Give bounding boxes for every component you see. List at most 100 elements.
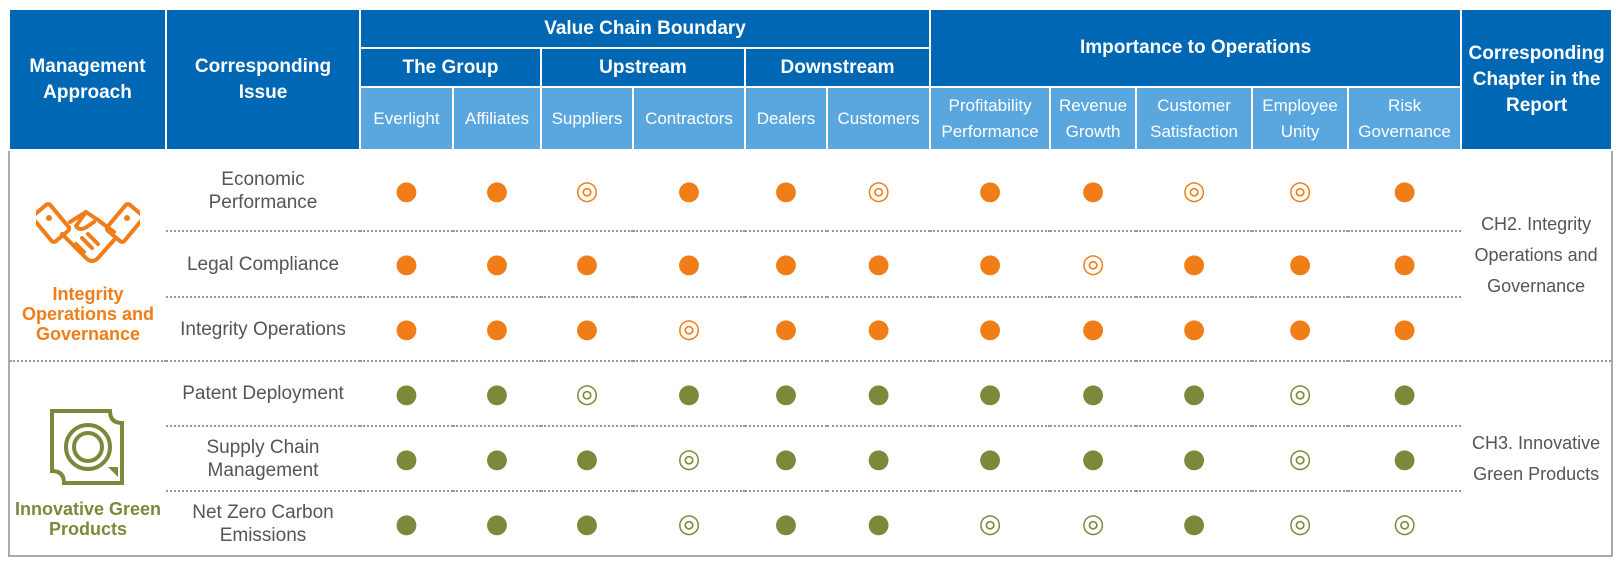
header-cell: Importance to Operations bbox=[929, 8, 1463, 88]
mark-cell: ● bbox=[541, 297, 633, 362]
mark-cell: ◎ bbox=[1252, 361, 1349, 427]
mark-cell: ● bbox=[1136, 426, 1253, 492]
handshake-icon bbox=[36, 202, 140, 263]
mark-cell: ● bbox=[867, 508, 890, 539]
green-product-icon bbox=[50, 409, 124, 485]
mark-cell: ● bbox=[360, 150, 453, 232]
mark-cell: ● bbox=[930, 297, 1051, 362]
mark-cell: ● bbox=[633, 150, 745, 232]
mark-cell: ● bbox=[575, 508, 599, 539]
mark-cell: ● bbox=[930, 361, 1051, 427]
table-body: Integrity Operations and Governance Econo… bbox=[9, 150, 1613, 556]
mark-cell: ◎ bbox=[1252, 426, 1349, 492]
mark-cell: ● bbox=[827, 426, 931, 492]
mark-cell: ● bbox=[1252, 297, 1349, 362]
mark-cell: ● bbox=[633, 231, 745, 298]
mark-cell: ◎ bbox=[633, 426, 745, 492]
table-row: Integrity Operations ● ● ● ◎ ● ● ● ● ● ● ● bbox=[9, 297, 1612, 362]
column-cell: Suppliers bbox=[540, 86, 634, 151]
mark-cell: ● bbox=[360, 231, 453, 298]
mark-cell: ● bbox=[1348, 297, 1462, 362]
mark-cell: ● bbox=[1136, 361, 1253, 427]
approach-label: Integrity Operations and Governance bbox=[21, 284, 155, 344]
mark-cell: ◎ bbox=[541, 361, 633, 427]
mark-cell: ● bbox=[930, 231, 1051, 298]
chapter-cell: CH3. Innovative Green Products bbox=[1472, 432, 1601, 484]
mark-cell: ● bbox=[395, 508, 418, 539]
mark-cell: ◎ bbox=[978, 508, 1002, 539]
table-row: Supply Chain Management ● ● ● ◎ ● ● ● ● ● ◎ ● bbox=[9, 426, 1612, 492]
mark-cell: ● bbox=[453, 297, 541, 362]
mark-cell: ● bbox=[1050, 297, 1137, 362]
table-row: Net Zero Carbon Emissions ● ● ● ◎ ● ● ◎ ◎ ● ◎ ◎ bbox=[9, 491, 1612, 556]
mark-cell: ● bbox=[745, 426, 827, 492]
mark-cell: ◎ bbox=[1050, 231, 1137, 298]
group-cell: Upstream bbox=[540, 47, 746, 88]
column-cell: Everlight bbox=[359, 86, 454, 151]
group-cell: Downstream bbox=[743, 47, 932, 88]
table-row: Innovative Green Products Patent Deployme… bbox=[9, 361, 1612, 539]
mark-cell: ◎ bbox=[827, 150, 931, 232]
mark-cell: ● bbox=[1050, 361, 1137, 427]
table-row: Integrity Operations and Governance Econo… bbox=[9, 150, 1613, 362]
mark-cell: ● bbox=[745, 297, 827, 362]
mark-cell: ● bbox=[360, 361, 453, 427]
mark-cell: ◎ bbox=[541, 150, 633, 232]
issue-cell: Legal Compliance bbox=[166, 231, 360, 298]
mark-cell: ● bbox=[1348, 426, 1462, 492]
column-cell: Affiliates bbox=[452, 86, 542, 151]
header-cell: Management Approach bbox=[8, 8, 167, 151]
mark-cell: ● bbox=[541, 231, 633, 298]
mark-cell: ● bbox=[541, 426, 633, 492]
issue-cell: Net Zero Carbon Emissions bbox=[192, 501, 334, 546]
header-cell: Value Chain Boundary bbox=[358, 8, 932, 49]
group-cell: The Group bbox=[359, 47, 542, 88]
mark-cell: ● bbox=[453, 231, 541, 298]
mark-cell: ● bbox=[1050, 150, 1137, 232]
mark-cell: ● bbox=[827, 297, 931, 362]
mark-cell: ● bbox=[453, 426, 541, 492]
column-cell: Contractors bbox=[632, 86, 746, 151]
mark-cell: ◎ bbox=[1252, 150, 1349, 232]
issue-cell: Economic Performance bbox=[166, 150, 360, 232]
mark-cell: ● bbox=[745, 231, 827, 298]
header-cell: Corresponding Chapter in the Report bbox=[1460, 8, 1614, 151]
mark-cell: ◎ bbox=[1136, 150, 1253, 232]
mark-cell: ◎ bbox=[1288, 508, 1312, 539]
issue-cell: Integrity Operations bbox=[166, 297, 360, 362]
mark-cell: ● bbox=[360, 297, 453, 362]
column-cell: Risk Governance bbox=[1347, 86, 1463, 151]
mark-cell: ● bbox=[1348, 150, 1462, 232]
mark-cell: ● bbox=[930, 426, 1051, 492]
mark-cell: ◎ bbox=[633, 297, 745, 362]
mark-cell: ● bbox=[745, 150, 827, 232]
chapter-cell: CH2. Integrity Operations and Governance bbox=[1461, 150, 1613, 362]
mark-cell: ● bbox=[1136, 231, 1253, 298]
table-row: Legal Compliance ● ● ● ● ● ● ● ◎ ● ● ● bbox=[9, 231, 1612, 298]
mark-cell: ● bbox=[633, 361, 745, 427]
column-cell: Employee Unity bbox=[1251, 86, 1350, 151]
mark-cell: ● bbox=[774, 508, 798, 539]
mark-cell: ● bbox=[1348, 361, 1462, 427]
mark-cell: ● bbox=[453, 361, 541, 427]
mark-cell: ● bbox=[1252, 231, 1349, 298]
mark-cell: ● bbox=[930, 150, 1051, 232]
mark-cell: ● bbox=[485, 508, 509, 539]
column-cell: Dealers bbox=[744, 86, 828, 151]
mark-cell: ● bbox=[453, 150, 541, 232]
mark-cell: ● bbox=[360, 426, 453, 492]
column-cell: Revenue Growth bbox=[1049, 86, 1138, 151]
header-cell: Corresponding Issue bbox=[165, 8, 361, 151]
mark-cell: ● bbox=[745, 361, 827, 427]
column-cell: Customers bbox=[825, 86, 932, 151]
issue-cell: Supply Chain Management bbox=[166, 426, 360, 492]
materiality-table: Management Approach Corresponding Issue … bbox=[8, 8, 1614, 557]
approach-label: Innovative Green Products bbox=[14, 499, 162, 539]
column-row: Everlight Affiliates Suppliers Contractors D… bbox=[9, 86, 1612, 151]
mark-cell: ● bbox=[1182, 508, 1206, 539]
column-cell: Customer Satisfaction bbox=[1135, 86, 1254, 151]
mark-cell: ◎ bbox=[1081, 508, 1105, 539]
table-header: Management Approach Corresponding Issue … bbox=[8, 8, 1614, 151]
approach-cell: Innovative Green Products bbox=[9, 361, 166, 556]
mark-cell: ◎ bbox=[677, 508, 701, 539]
